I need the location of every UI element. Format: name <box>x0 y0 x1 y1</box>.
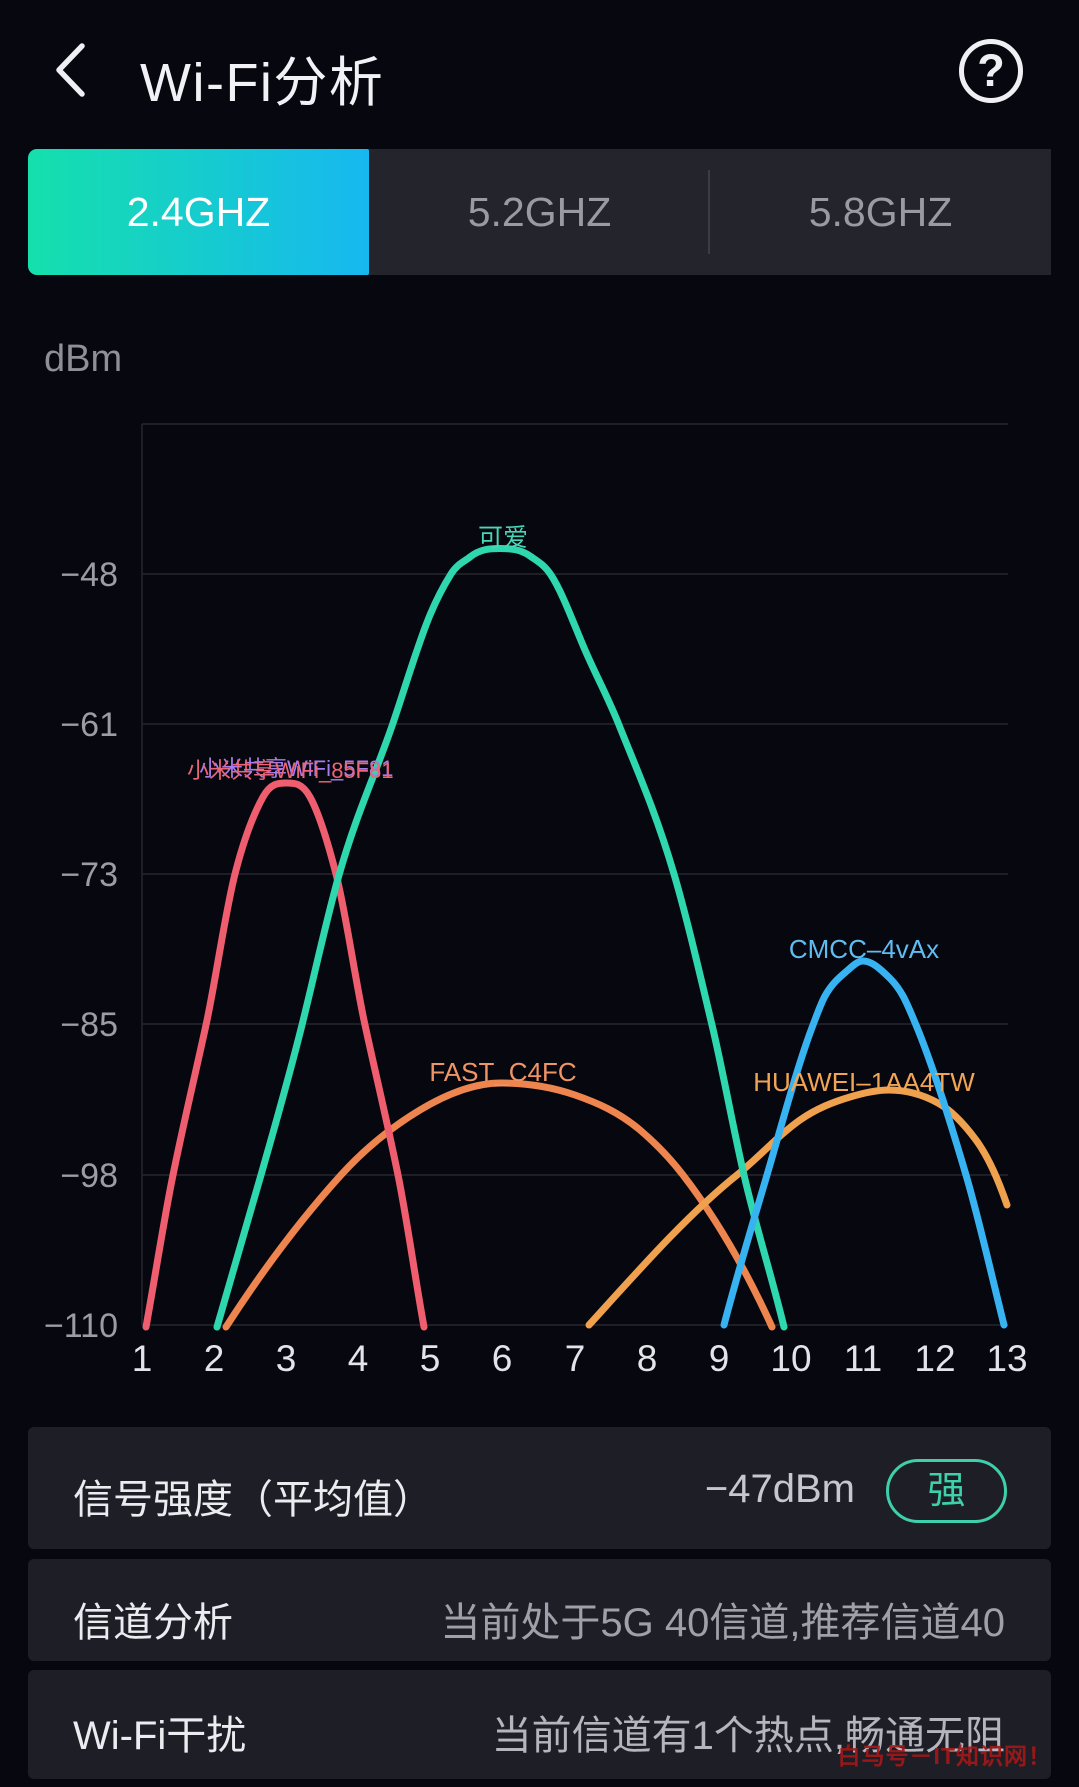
svg-text:FAST_C4FC: FAST_C4FC <box>429 1057 576 1087</box>
svg-text:−61: −61 <box>60 706 118 744</box>
svg-text:2: 2 <box>204 1338 225 1379</box>
svg-text:1: 1 <box>132 1338 153 1379</box>
svg-text:4: 4 <box>348 1338 369 1379</box>
svg-text:小米共享WiFi_85F81: 小米共享WiFi_85F81 <box>187 758 394 783</box>
svg-text:10: 10 <box>770 1338 811 1379</box>
svg-text:5: 5 <box>420 1338 441 1379</box>
svg-text:3: 3 <box>276 1338 297 1379</box>
svg-text:13: 13 <box>986 1338 1027 1379</box>
svg-text:6: 6 <box>492 1338 513 1379</box>
svg-text:−73: −73 <box>60 856 118 894</box>
svg-text:7: 7 <box>565 1338 586 1379</box>
svg-text:9: 9 <box>709 1338 730 1379</box>
svg-text:12: 12 <box>914 1338 955 1379</box>
svg-text:−98: −98 <box>60 1157 118 1195</box>
svg-text:−110: −110 <box>44 1307 118 1345</box>
svg-text:−85: −85 <box>60 1006 118 1044</box>
svg-text:小米共享WiFi_5F81: 小米共享WiFi_5F81 <box>199 756 393 781</box>
svg-text:CMCC–4vAx: CMCC–4vAx <box>789 934 939 964</box>
svg-text:8: 8 <box>637 1338 658 1379</box>
svg-text:11: 11 <box>844 1338 882 1379</box>
svg-text:HUAWEI–1AA4TW: HUAWEI–1AA4TW <box>753 1067 975 1097</box>
svg-text:−48: −48 <box>60 556 118 594</box>
svg-text:可爱: 可爱 <box>478 524 528 552</box>
